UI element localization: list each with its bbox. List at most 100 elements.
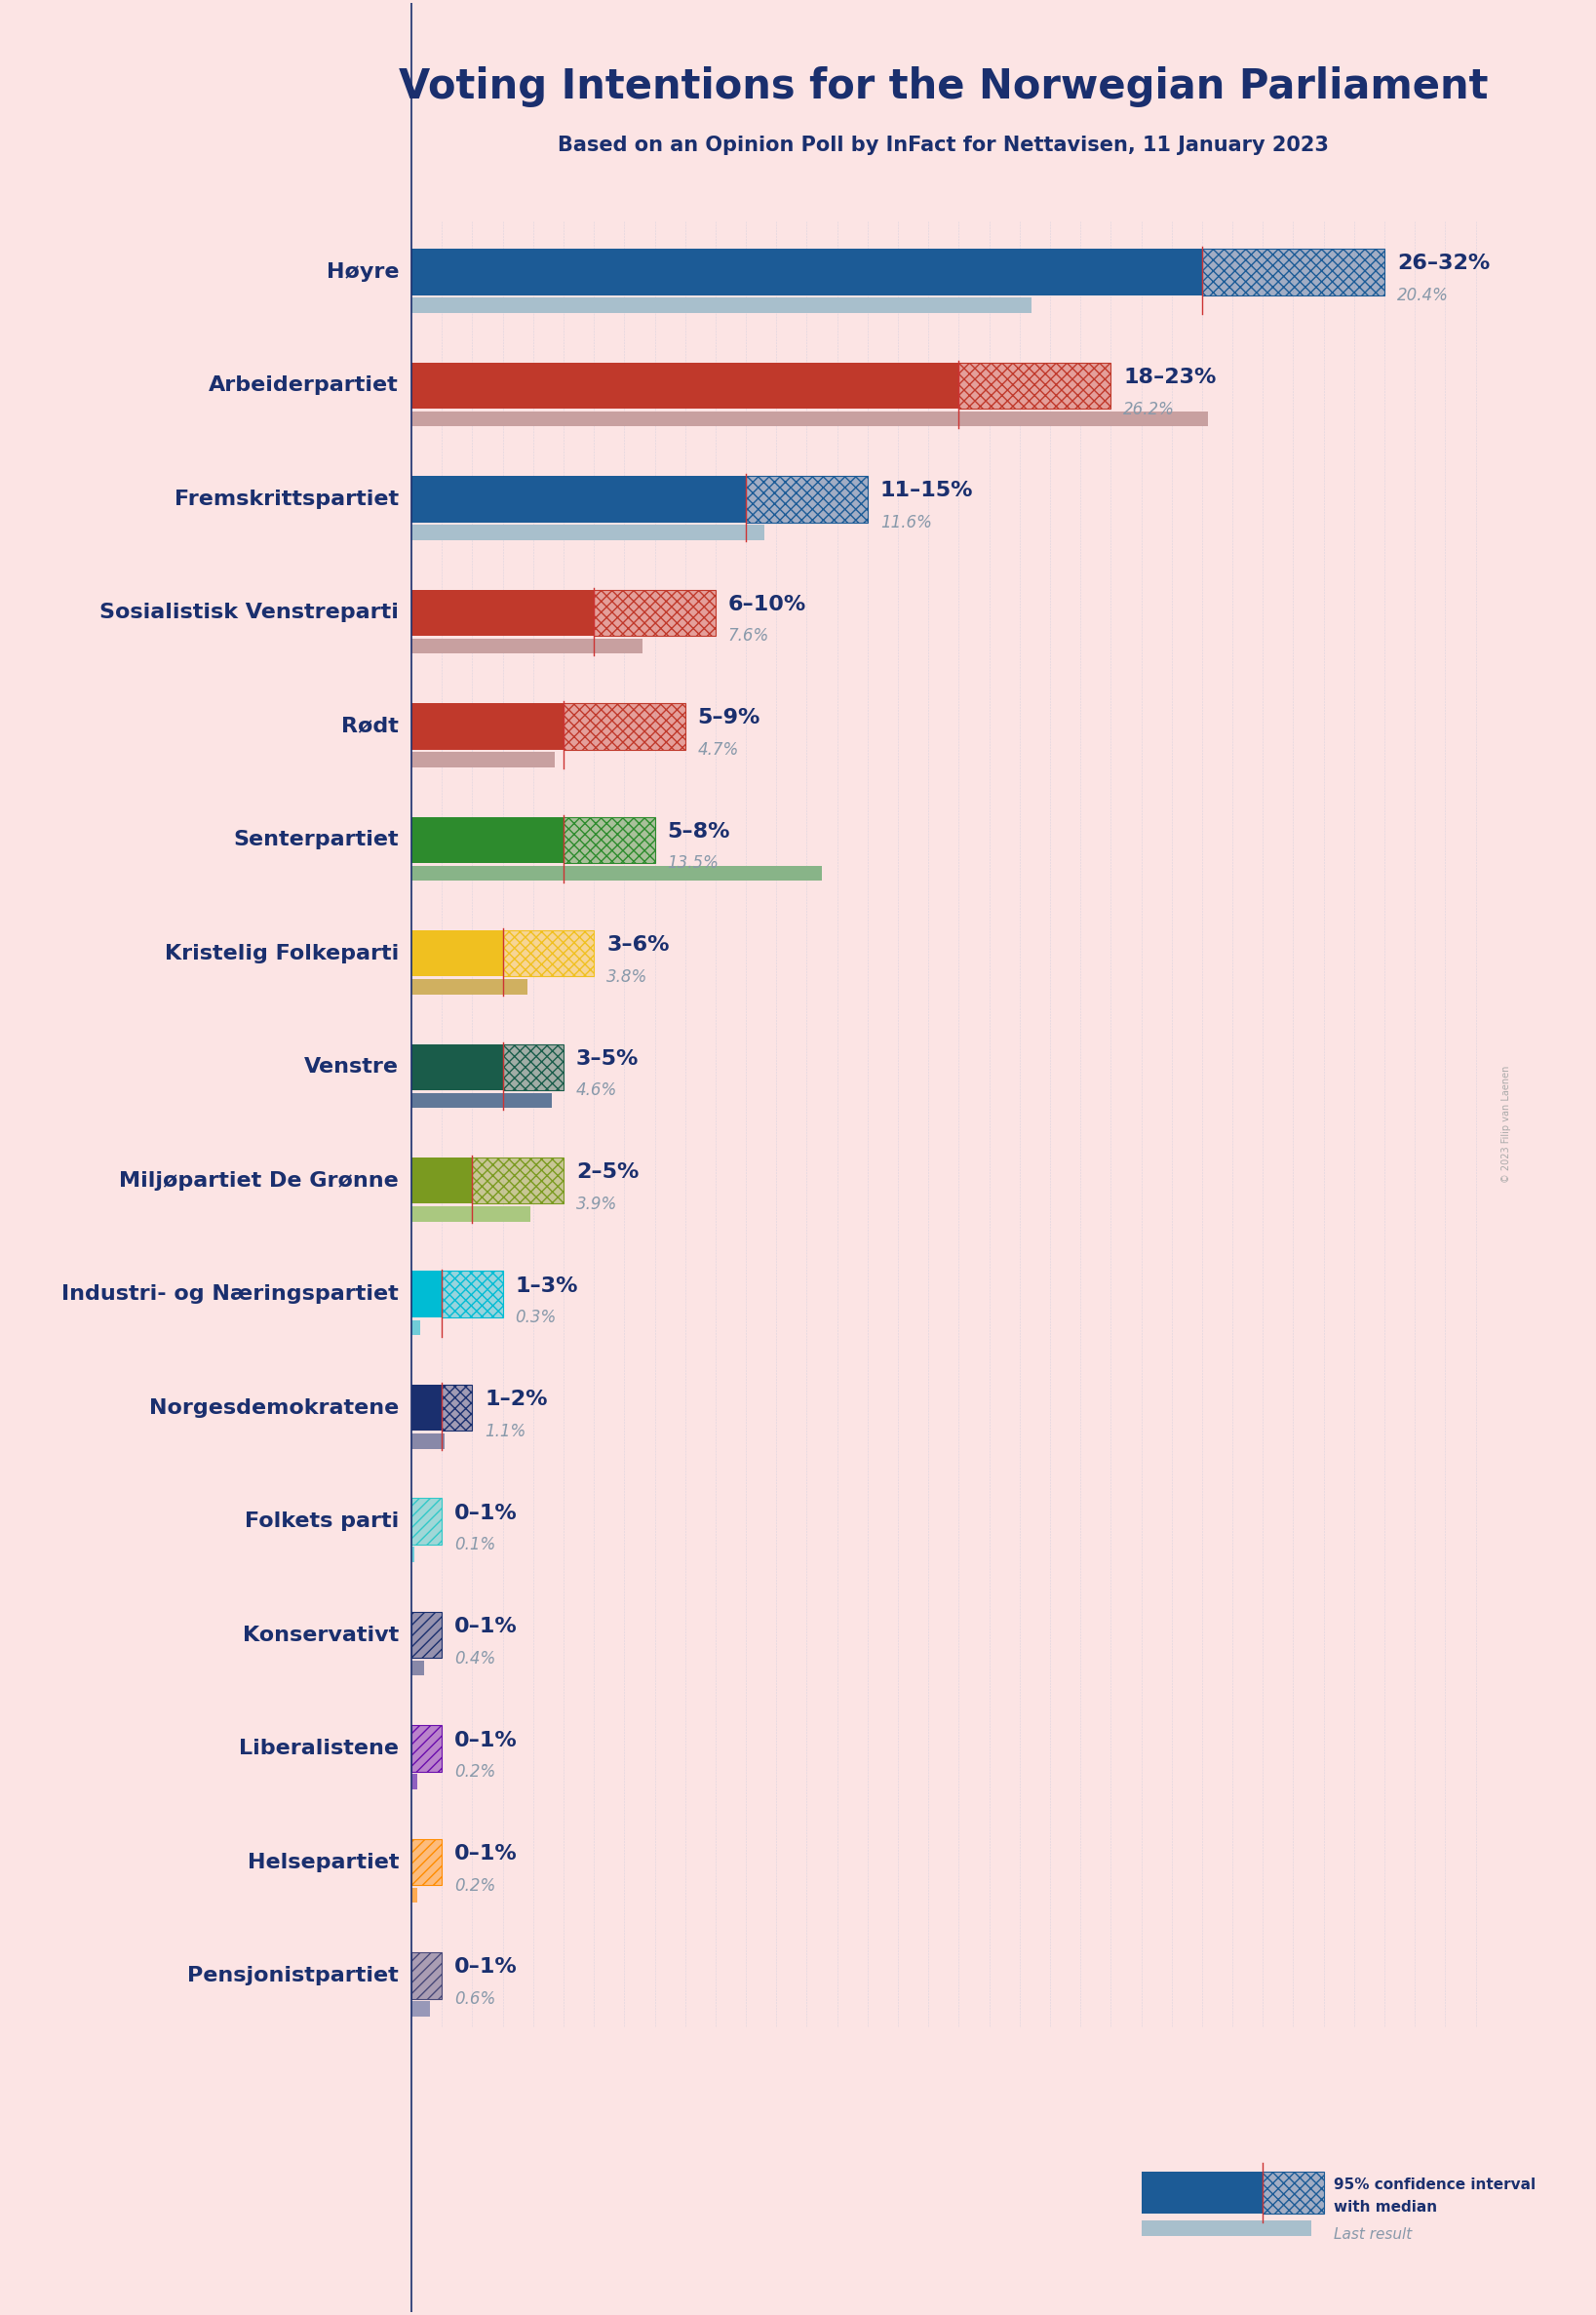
Text: 3–5%: 3–5% [576,1049,638,1070]
Bar [472,1158,563,1204]
Bar [412,1498,442,1544]
Bar [503,1044,563,1090]
Text: Last result: Last result [1334,2227,1412,2243]
Text: 0–1%: 0–1% [455,1616,517,1637]
Text: 0.4%: 0.4% [455,1651,496,1667]
Text: Norgesdemokratene: Norgesdemokratene [148,1398,399,1417]
Bar [412,477,745,523]
Bar [412,817,563,863]
Bar [442,1384,472,1431]
Bar [412,412,1208,426]
Text: 4.7%: 4.7% [697,741,739,759]
Bar [412,1887,418,1903]
Text: Liberalistene: Liberalistene [239,1739,399,1759]
Bar [412,639,643,653]
Bar [412,248,1202,294]
Text: 0.3%: 0.3% [516,1308,557,1326]
Text: 0–1%: 0–1% [455,1958,517,1977]
Bar [1202,248,1384,294]
Bar [1202,248,1384,294]
Bar [412,1725,442,1771]
Text: 3.8%: 3.8% [606,968,648,986]
Bar [959,363,1111,410]
Text: 3.9%: 3.9% [576,1195,618,1213]
Bar [412,704,563,750]
Bar [412,1498,442,1544]
Text: Folkets parti: Folkets parti [244,1512,399,1530]
Bar [563,704,685,750]
Text: Miljøpartiet De Grønne: Miljøpartiet De Grønne [120,1171,399,1190]
Bar [412,931,503,977]
Bar [412,1773,418,1789]
Bar [412,1206,530,1222]
Bar [412,1838,442,1884]
Bar [412,363,959,410]
Bar [412,979,527,993]
Bar [472,1158,563,1204]
Bar [412,1611,442,1658]
Bar [412,1546,415,1563]
Text: 0–1%: 0–1% [455,1845,517,1864]
Bar [1262,2171,1323,2213]
Bar [1141,2171,1262,2213]
Bar [594,590,715,637]
Text: Venstre: Venstre [305,1058,399,1076]
Text: 1–3%: 1–3% [516,1276,578,1296]
Bar [1141,2220,1312,2236]
Text: 7.6%: 7.6% [728,627,769,646]
Text: 18–23%: 18–23% [1124,368,1216,387]
Text: 20.4%: 20.4% [1396,287,1449,303]
Text: 4.6%: 4.6% [576,1081,618,1100]
Text: 6–10%: 6–10% [728,595,806,613]
Text: Konservativt: Konservativt [243,1625,399,1644]
Bar [442,1271,503,1317]
Text: 13.5%: 13.5% [667,854,718,873]
Bar [412,866,822,880]
Text: 0–1%: 0–1% [455,1502,517,1523]
Text: 11–15%: 11–15% [881,482,974,500]
Text: Pensjonistpartiet: Pensjonistpartiet [187,1965,399,1986]
Text: 5–8%: 5–8% [667,822,731,840]
Bar [412,1044,503,1090]
Bar [412,590,594,637]
Text: © 2023 Filip van Laenen: © 2023 Filip van Laenen [1500,1065,1511,1183]
Text: 3–6%: 3–6% [606,935,669,954]
Bar [412,1158,472,1204]
Bar [412,1611,442,1658]
Text: 1.1%: 1.1% [485,1424,527,1440]
Bar [412,299,1031,313]
Text: Voting Intentions for the Norwegian Parliament: Voting Intentions for the Norwegian Parl… [399,67,1489,106]
Text: Sosialistisk Venstreparti: Sosialistisk Venstreparti [99,602,399,623]
Text: 11.6%: 11.6% [881,514,932,532]
Text: 2–5%: 2–5% [576,1162,638,1183]
Bar [412,1725,442,1771]
Text: Senterpartiet: Senterpartiet [233,831,399,850]
Bar [412,1838,442,1884]
Bar [412,1433,445,1449]
Bar [442,1271,503,1317]
Bar [745,477,868,523]
Text: 0.2%: 0.2% [455,1877,496,1894]
Text: Høyre: Høyre [326,262,399,282]
Bar [412,526,764,539]
Text: Arbeiderpartiet: Arbeiderpartiet [209,375,399,396]
Bar [503,931,594,977]
Text: 0.6%: 0.6% [455,1991,496,2007]
Text: Industri- og Næringspartiet: Industri- og Næringspartiet [62,1285,399,1303]
Text: 0.1%: 0.1% [455,1537,496,1553]
Text: 0–1%: 0–1% [455,1729,517,1750]
Bar [1262,2171,1323,2213]
Bar [442,1384,472,1431]
Bar [594,590,715,637]
Bar [563,817,654,863]
Text: 26.2%: 26.2% [1124,400,1175,419]
Bar [745,477,868,523]
Bar [412,1093,551,1109]
Bar [563,817,654,863]
Bar [412,1952,442,1998]
Text: with median: with median [1334,2199,1438,2215]
Text: 1–2%: 1–2% [485,1389,547,1410]
Bar [412,1320,421,1336]
Bar [412,1271,442,1317]
Bar [412,752,554,766]
